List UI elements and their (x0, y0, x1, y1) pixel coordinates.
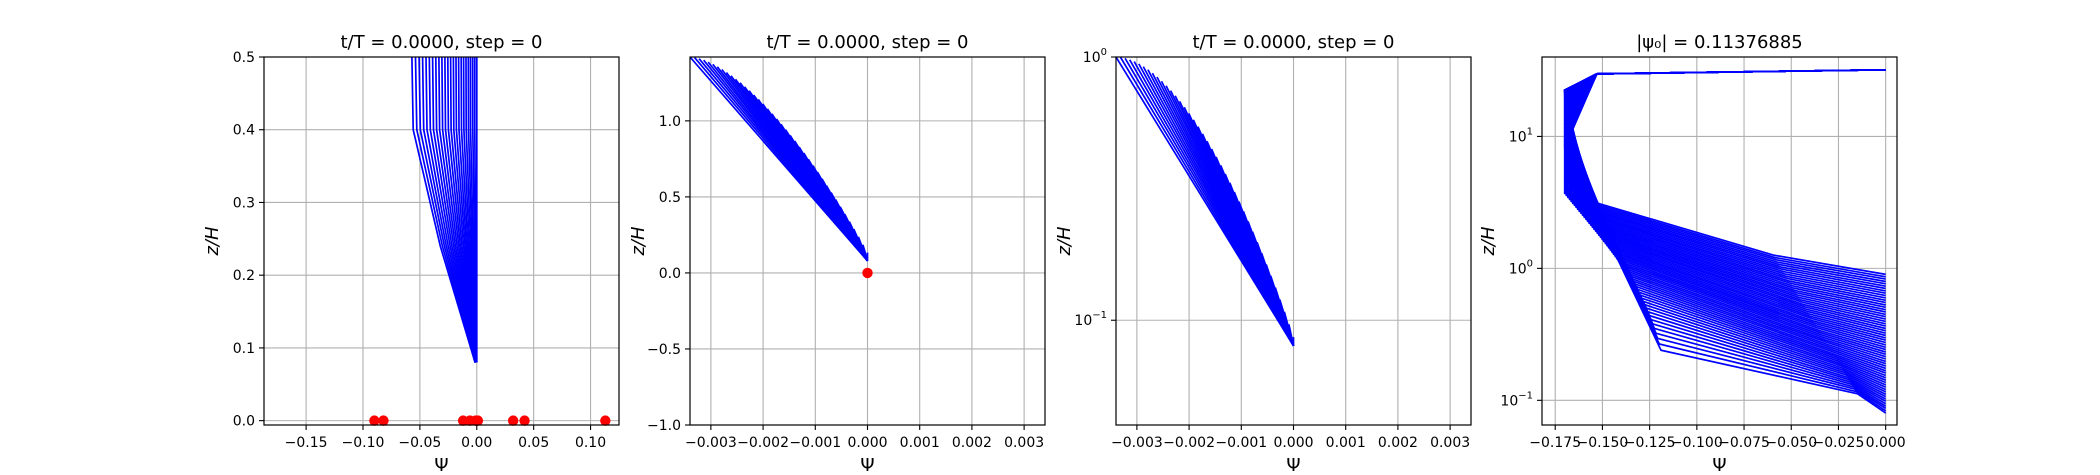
grid-lines (690, 57, 1045, 426)
chart-panel-3: −0.003 −0.002 −0.001 0.000 0.001 0.002 0.003 10… (1054, 32, 1472, 475)
x-tick-label-7: 0.000 (1866, 435, 1906, 451)
chart-title: |ψ₀| = 0.11376885 (1636, 32, 1803, 53)
curve-3 (421, 57, 477, 363)
y-tick-base: 10 (1509, 261, 1527, 277)
y-tick-label-2: 101 (1509, 126, 1533, 145)
curve-6 (431, 57, 477, 363)
data-point-1 (378, 415, 389, 426)
x-tick-label-3: 0.000 (847, 435, 887, 451)
x-tick-label-2: −0.001 (789, 435, 841, 451)
chart-title: t/T = 0.0000, step = 0 (341, 32, 543, 53)
x-tick-label-6: −0.025 (1813, 435, 1865, 451)
x-tick-label-0: −0.003 (1111, 435, 1163, 451)
y-tick-label-2: 0.2 (233, 268, 255, 284)
x-tick-label-3: −0.100 (1671, 435, 1723, 451)
chart-title: t/T = 0.0000, step = 0 (767, 32, 969, 53)
axes-frame (1541, 56, 1898, 426)
x-tick-label-5: 0.10 (575, 435, 606, 451)
curve-0 (411, 57, 476, 363)
x-axis-label: Ψ (860, 455, 874, 475)
data-point-0 (862, 267, 873, 279)
x-tick-label-4: 0.001 (900, 435, 940, 451)
y-tick-exponent: −1 (1518, 390, 1533, 401)
curve-fan (411, 57, 478, 363)
x-tick-label-2: −0.05 (398, 435, 441, 451)
curve-59 (1563, 68, 1886, 276)
curve-38 (862, 244, 869, 262)
y-tick-label-3: 0.5 (659, 190, 681, 206)
curve-5 (428, 57, 477, 363)
y-axis-label: z/H (1478, 226, 1499, 257)
chart-panel-4: −0.175−0.150−0.125−0.100−0.075−0.050−0.0… (1478, 32, 1906, 475)
curve-7 (434, 57, 477, 363)
y-tick-label-0: 10−1 (1500, 390, 1533, 409)
x-tick-label-1: −0.002 (1163, 435, 1215, 451)
y-tick-exponent: −1 (1092, 310, 1107, 321)
y-tick-label-4: 1.0 (659, 114, 681, 130)
x-tick-label-2: −0.001 (1215, 435, 1267, 451)
y-tick-label-0: 0.0 (233, 414, 255, 430)
y-tick-label-1: 100 (1083, 47, 1107, 66)
y-tick-label-4: 0.4 (233, 123, 255, 139)
x-tick-label-1: −0.10 (342, 435, 385, 451)
grid-lines (1116, 56, 1471, 425)
x-axis-label: Ψ (434, 455, 448, 475)
x-axis-label: Ψ (1712, 455, 1726, 475)
x-tick-label-0: −0.175 (1529, 435, 1581, 451)
y-axis-label: z/H (1054, 226, 1075, 257)
x-tick-label-5: −0.050 (1765, 435, 1817, 451)
x-tick-label-0: −0.003 (685, 435, 737, 451)
chart-panel-2: −0.003 −0.002 −0.001 0.000 0.001 0.002 0.003 −1… (628, 32, 1046, 475)
curve-fan (1116, 57, 1295, 347)
data-point-0 (369, 415, 380, 426)
y-axis-label: z/H (202, 226, 223, 257)
curve-4 (425, 57, 477, 363)
curve-2 (418, 57, 477, 363)
y-tick-exponent: 1 (1527, 126, 1533, 137)
chart-title: t/T = 0.0000, step = 0 (1193, 32, 1395, 53)
y-tick-label-2: 0.0 (659, 266, 681, 282)
x-tick-label-6: 0.003 (1430, 435, 1470, 451)
x-tick-label-1: −0.150 (1577, 435, 1629, 451)
x-tick-label-3: 0.000 (1273, 435, 1313, 451)
x-tick-label-2: −0.125 (1624, 435, 1676, 451)
x-tick-label-4: 0.001 (1326, 435, 1366, 451)
data-point-6 (507, 415, 519, 426)
y-tick-base: 10 (1509, 129, 1527, 145)
y-tick-label-1: 100 (1509, 258, 1533, 277)
y-tick-base: 10 (1074, 313, 1092, 329)
y-axis-label: z/H (628, 226, 649, 257)
y-tick-exponent: 0 (1101, 47, 1107, 58)
axes-frame (263, 56, 620, 426)
y-tick-label-1: 0.1 (233, 341, 255, 357)
chart-panel-1: −0.15 −0.10 −0.05 0.00 0.05 0.10 0.0 0.1 0.2 0.3 0… (202, 32, 620, 475)
data-point-5 (472, 415, 484, 426)
curve-9 (441, 57, 477, 363)
y-tick-label-0: 10−1 (1074, 310, 1107, 329)
x-tick-label-6: 0.003 (1004, 435, 1044, 451)
x-tick-label-5: 0.002 (952, 435, 992, 451)
y-tick-label-5: 0.5 (233, 50, 255, 66)
data-point-8 (600, 415, 611, 426)
data-point-7 (519, 415, 530, 426)
x-tick-label-0: −0.15 (285, 435, 328, 451)
y-tick-base: 10 (1083, 50, 1101, 66)
curve-fan (690, 57, 869, 262)
y-tick-label-1: −0.5 (647, 342, 681, 358)
y-tick-label-0: −1.0 (647, 418, 681, 434)
x-tick-label-4: −0.075 (1718, 435, 1770, 451)
curve-fan (1563, 68, 1887, 414)
x-tick-label-3: 0.00 (461, 435, 492, 451)
curve-1 (414, 57, 476, 363)
y-tick-base: 10 (1500, 393, 1518, 409)
x-tick-label-1: −0.002 (737, 435, 789, 451)
x-tick-label-4: 0.05 (518, 435, 549, 451)
y-tick-label-3: 0.3 (233, 195, 255, 211)
x-axis-label: Ψ (1286, 455, 1300, 475)
x-tick-label-5: 0.002 (1378, 435, 1418, 451)
y-tick-exponent: 0 (1527, 258, 1533, 269)
